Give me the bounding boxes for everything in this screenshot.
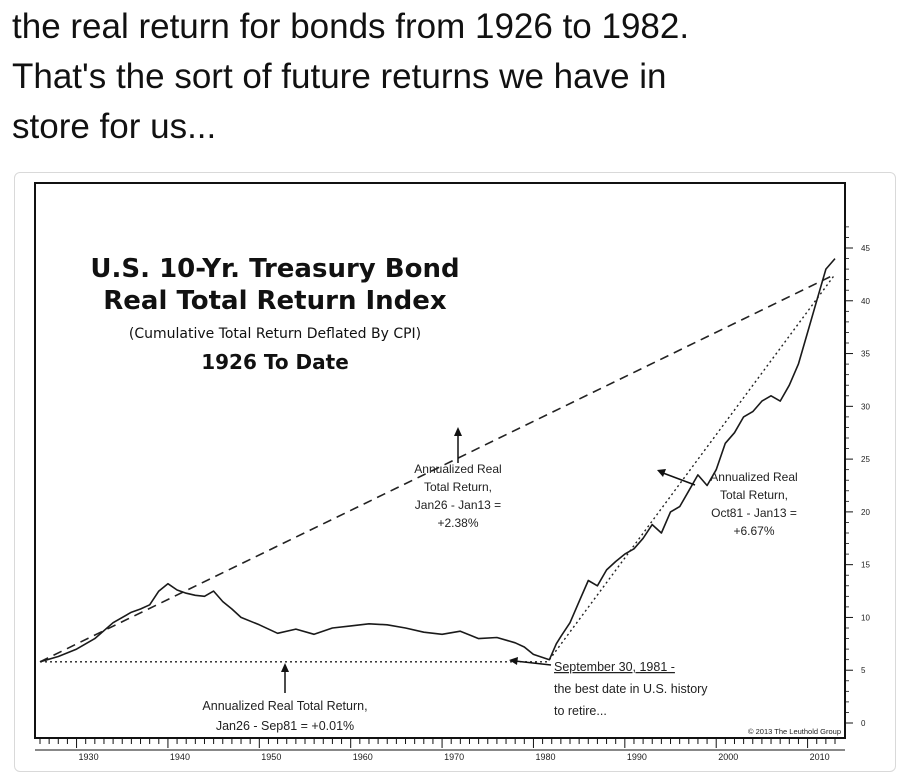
annotation-flat-line-2: Jan26 - Sep81 = +0.01%: [216, 719, 354, 733]
plot-frame: [34, 182, 846, 739]
x-tick-label: 1990: [627, 752, 647, 762]
annotation-recent-line-2: Total Return,: [720, 488, 788, 502]
copyright-text: © 2013 The Leuthold Group: [748, 727, 841, 736]
y-tick-label: 25: [861, 455, 870, 464]
tweet-text: the real return for bonds from 1926 to 1…: [12, 2, 892, 152]
annotation-overall-line-3: Jan26 - Jan13 =: [415, 498, 501, 512]
annotation-retire: September 30, 1981 - the best date in U.…: [509, 657, 708, 718]
x-tick-label: 1930: [79, 752, 99, 762]
chart-title-line-2: Real Total Return Index: [103, 286, 447, 316]
annotation-retire-line-1: September 30, 1981 -: [554, 660, 675, 674]
y-tick-label: 20: [861, 508, 870, 517]
y-tick-label: 45: [861, 244, 870, 253]
x-tick-label: 2000: [718, 752, 738, 762]
chart-subtitle: (Cumulative Total Return Deflated By CPI…: [129, 326, 421, 342]
annotation-recent-line-4: +6.67%: [733, 524, 774, 538]
annotation-retire-line-2: the best date in U.S. history: [554, 682, 708, 696]
y-tick-label: 40: [861, 297, 870, 306]
y-tick-label: 10: [861, 613, 870, 622]
series-line-1: [39, 258, 836, 663]
y-tick-label: 0: [861, 719, 866, 728]
axes: 1930 1940 1950 1960 1970 1980 1990 2000 2010 0 5 10…: [35, 226, 870, 762]
trendlines: [39, 273, 836, 663]
x-tick-label: 1950: [261, 752, 281, 762]
x-tick-label: 2010: [810, 752, 830, 762]
y-tick-label: 5: [861, 666, 866, 675]
chart-image[interactable]: 1930 1940 1950 1960 1970 1980 1990 2000 2010 0 5 10…: [14, 172, 896, 772]
y-tick-label: 30: [861, 402, 870, 411]
tweet-line-3: store for us...: [12, 107, 217, 146]
annotation-flat-line-1: Annualized Real Total Return,: [202, 699, 367, 713]
annotation-flat: Annualized Real Total Return, Jan26 - Se…: [202, 663, 368, 733]
series: [39, 258, 836, 663]
annotation-overall-line-2: Total Return,: [424, 480, 492, 494]
tweet-line-1: the real return for bonds from 1926 to 1…: [12, 7, 690, 46]
chart-title-line-1: U.S. 10-Yr. Treasury Bond: [90, 254, 459, 284]
annotation-overall-line-1: Annualized Real: [414, 462, 501, 476]
x-tick-label: 1980: [535, 752, 555, 762]
tweet-line-2: That's the sort of future returns we hav…: [12, 57, 667, 96]
y-tick-label: 15: [861, 561, 870, 570]
trendline-1: [39, 273, 836, 663]
annotation-overall: Annualized Real Total Return, Jan26 - Ja…: [414, 427, 502, 530]
chart-date-range: 1926 To Date: [201, 350, 349, 374]
annotation-recent-line-3: Oct81 - Jan13 =: [711, 506, 797, 520]
chart: 1930 1940 1950 1960 1970 1980 1990 2000 2010 0 5 10…: [34, 182, 870, 762]
annotation-recent: Annualized Real Total Return, Oct81 - Ja…: [657, 469, 798, 538]
y-tick-label: 35: [861, 350, 870, 359]
x-tick-label: 1970: [444, 752, 464, 762]
x-tick-label: 1940: [170, 752, 190, 762]
annotation-retire-line-3: to retire...: [554, 704, 607, 718]
x-tick-label: 1960: [353, 752, 373, 762]
annotation-overall-line-4: +2.38%: [437, 516, 478, 530]
trendline-3: [548, 273, 836, 661]
annotation-recent-line-1: Annualized Real: [710, 470, 797, 484]
